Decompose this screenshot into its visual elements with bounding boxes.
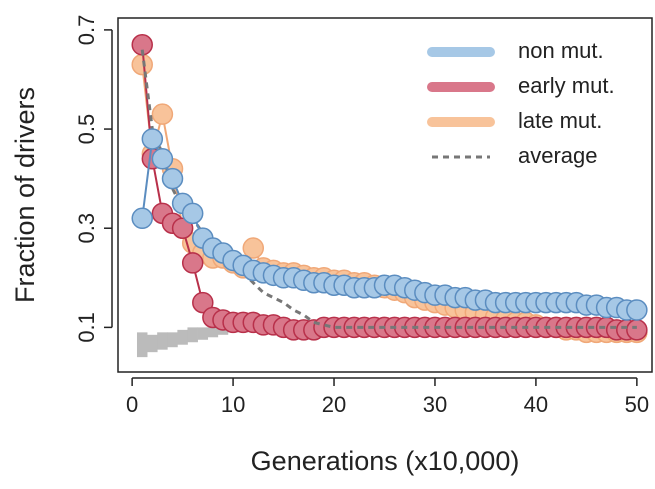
x-tick-label: 20 bbox=[322, 392, 346, 417]
marker bbox=[626, 319, 648, 341]
marker bbox=[242, 237, 265, 259]
x-axis-label: Generations (x10,000) bbox=[251, 446, 520, 476]
marker bbox=[161, 167, 184, 190]
x-tick-label: 30 bbox=[423, 392, 447, 417]
marker bbox=[181, 252, 204, 274]
marker bbox=[151, 148, 174, 170]
legend-label: early mut. bbox=[518, 73, 615, 98]
marker bbox=[181, 202, 204, 225]
x-tick-label: 40 bbox=[524, 392, 548, 417]
marker bbox=[626, 299, 648, 321]
marker bbox=[141, 128, 164, 150]
marker bbox=[192, 291, 214, 314]
plot-frame bbox=[117, 17, 653, 373]
x-tick-label: 10 bbox=[221, 392, 245, 417]
y-tick-label: 0.1 bbox=[74, 312, 99, 343]
x-tick-label: 0 bbox=[126, 392, 138, 417]
legend-label: average bbox=[518, 143, 598, 168]
marker bbox=[131, 207, 153, 230]
y-tick-label: 0.7 bbox=[74, 15, 99, 46]
y-tick-label: 0.3 bbox=[74, 213, 99, 244]
marker bbox=[171, 217, 194, 239]
marker bbox=[131, 53, 153, 76]
x-tick-label: 50 bbox=[625, 392, 649, 417]
legend-label: late mut. bbox=[518, 108, 602, 133]
marker bbox=[151, 103, 174, 125]
y-axis-label: Fraction of drivers bbox=[10, 87, 40, 303]
y-tick-label: 0.5 bbox=[74, 114, 99, 145]
legend-label: non mut. bbox=[518, 38, 604, 63]
